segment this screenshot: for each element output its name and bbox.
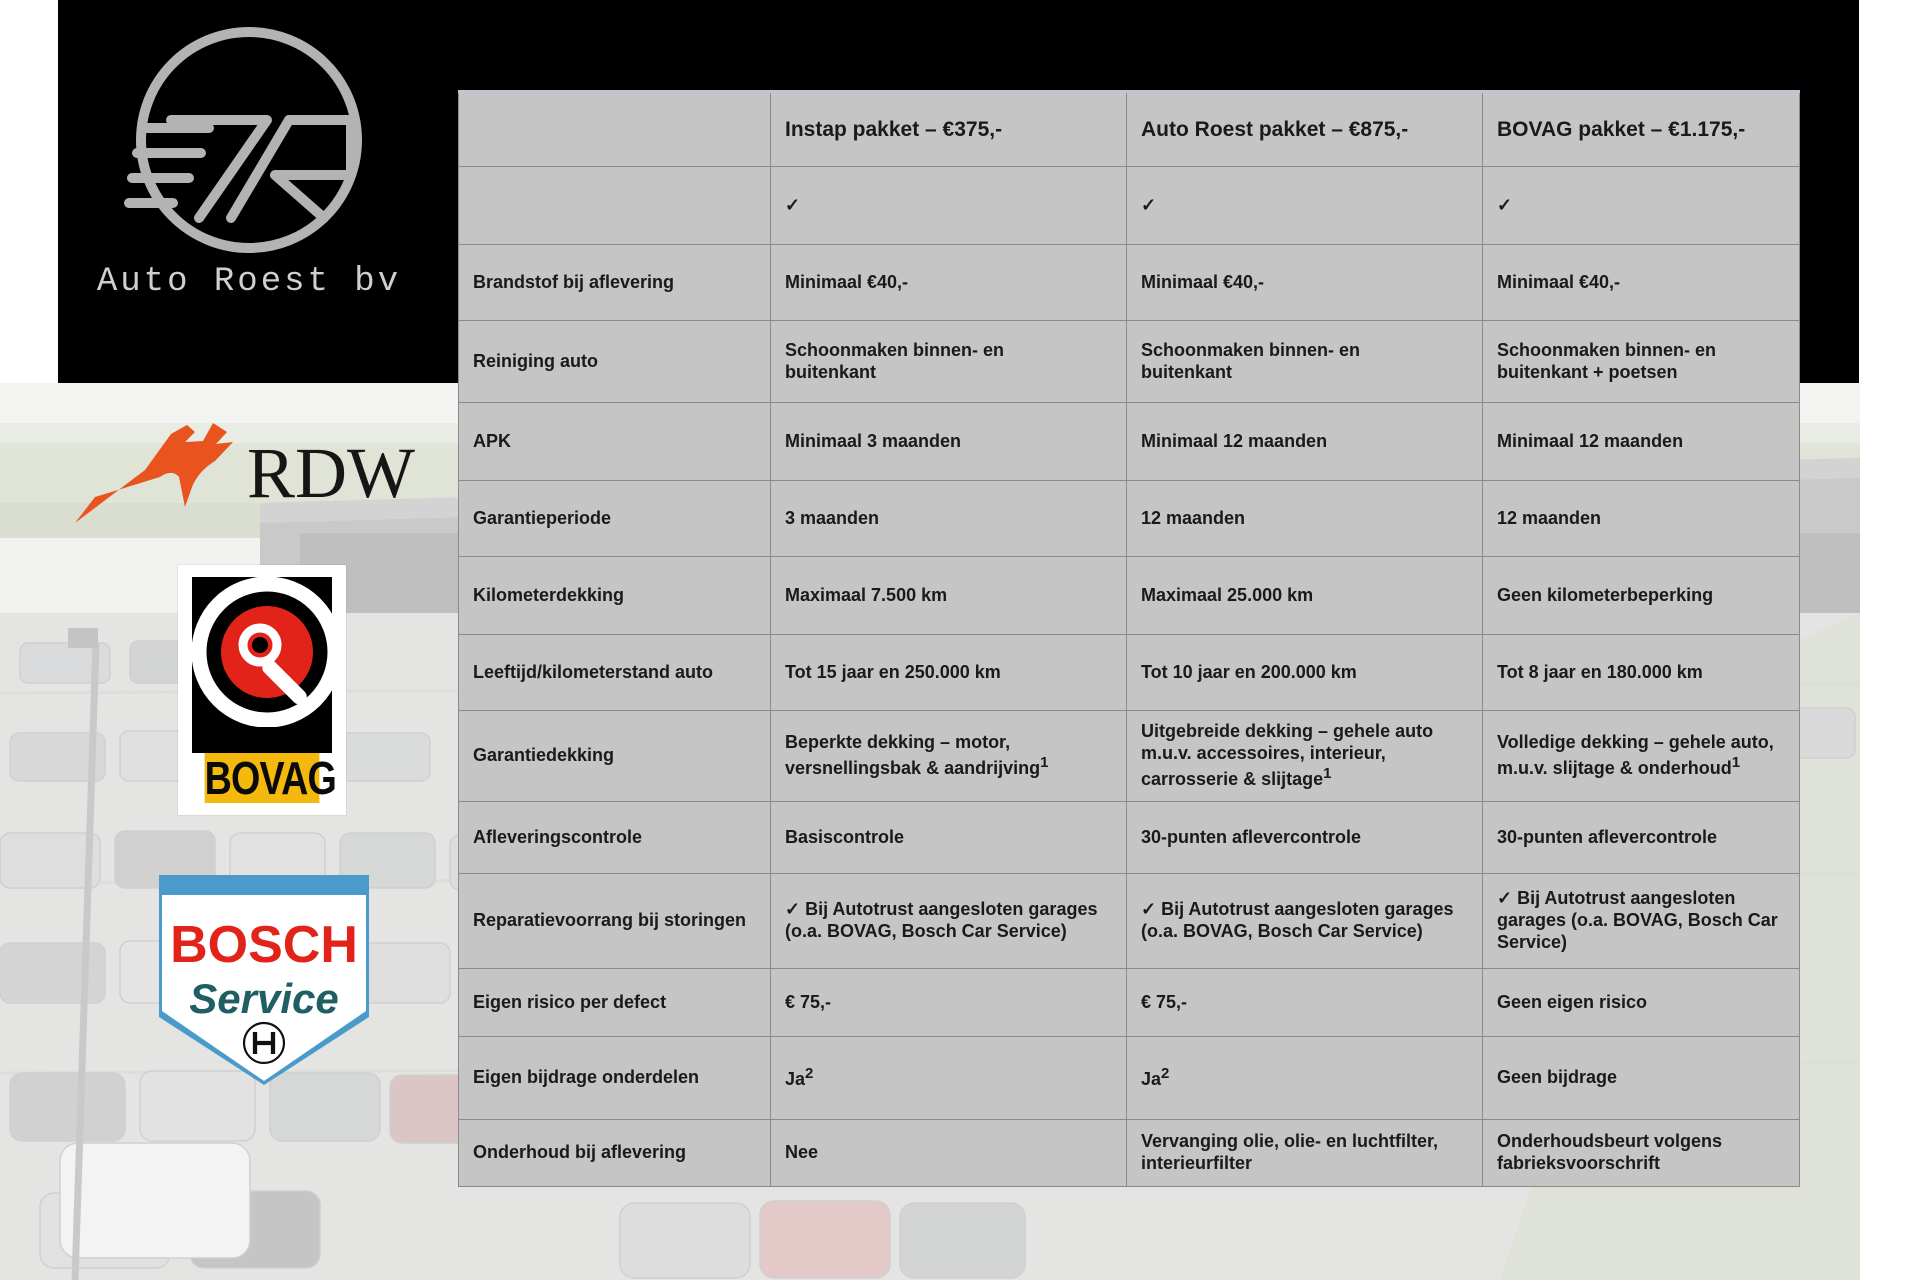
svg-text:BOSCH: BOSCH (170, 916, 358, 974)
svg-text:Service: Service (189, 975, 338, 1022)
svg-text:RDW: RDW (247, 433, 415, 513)
